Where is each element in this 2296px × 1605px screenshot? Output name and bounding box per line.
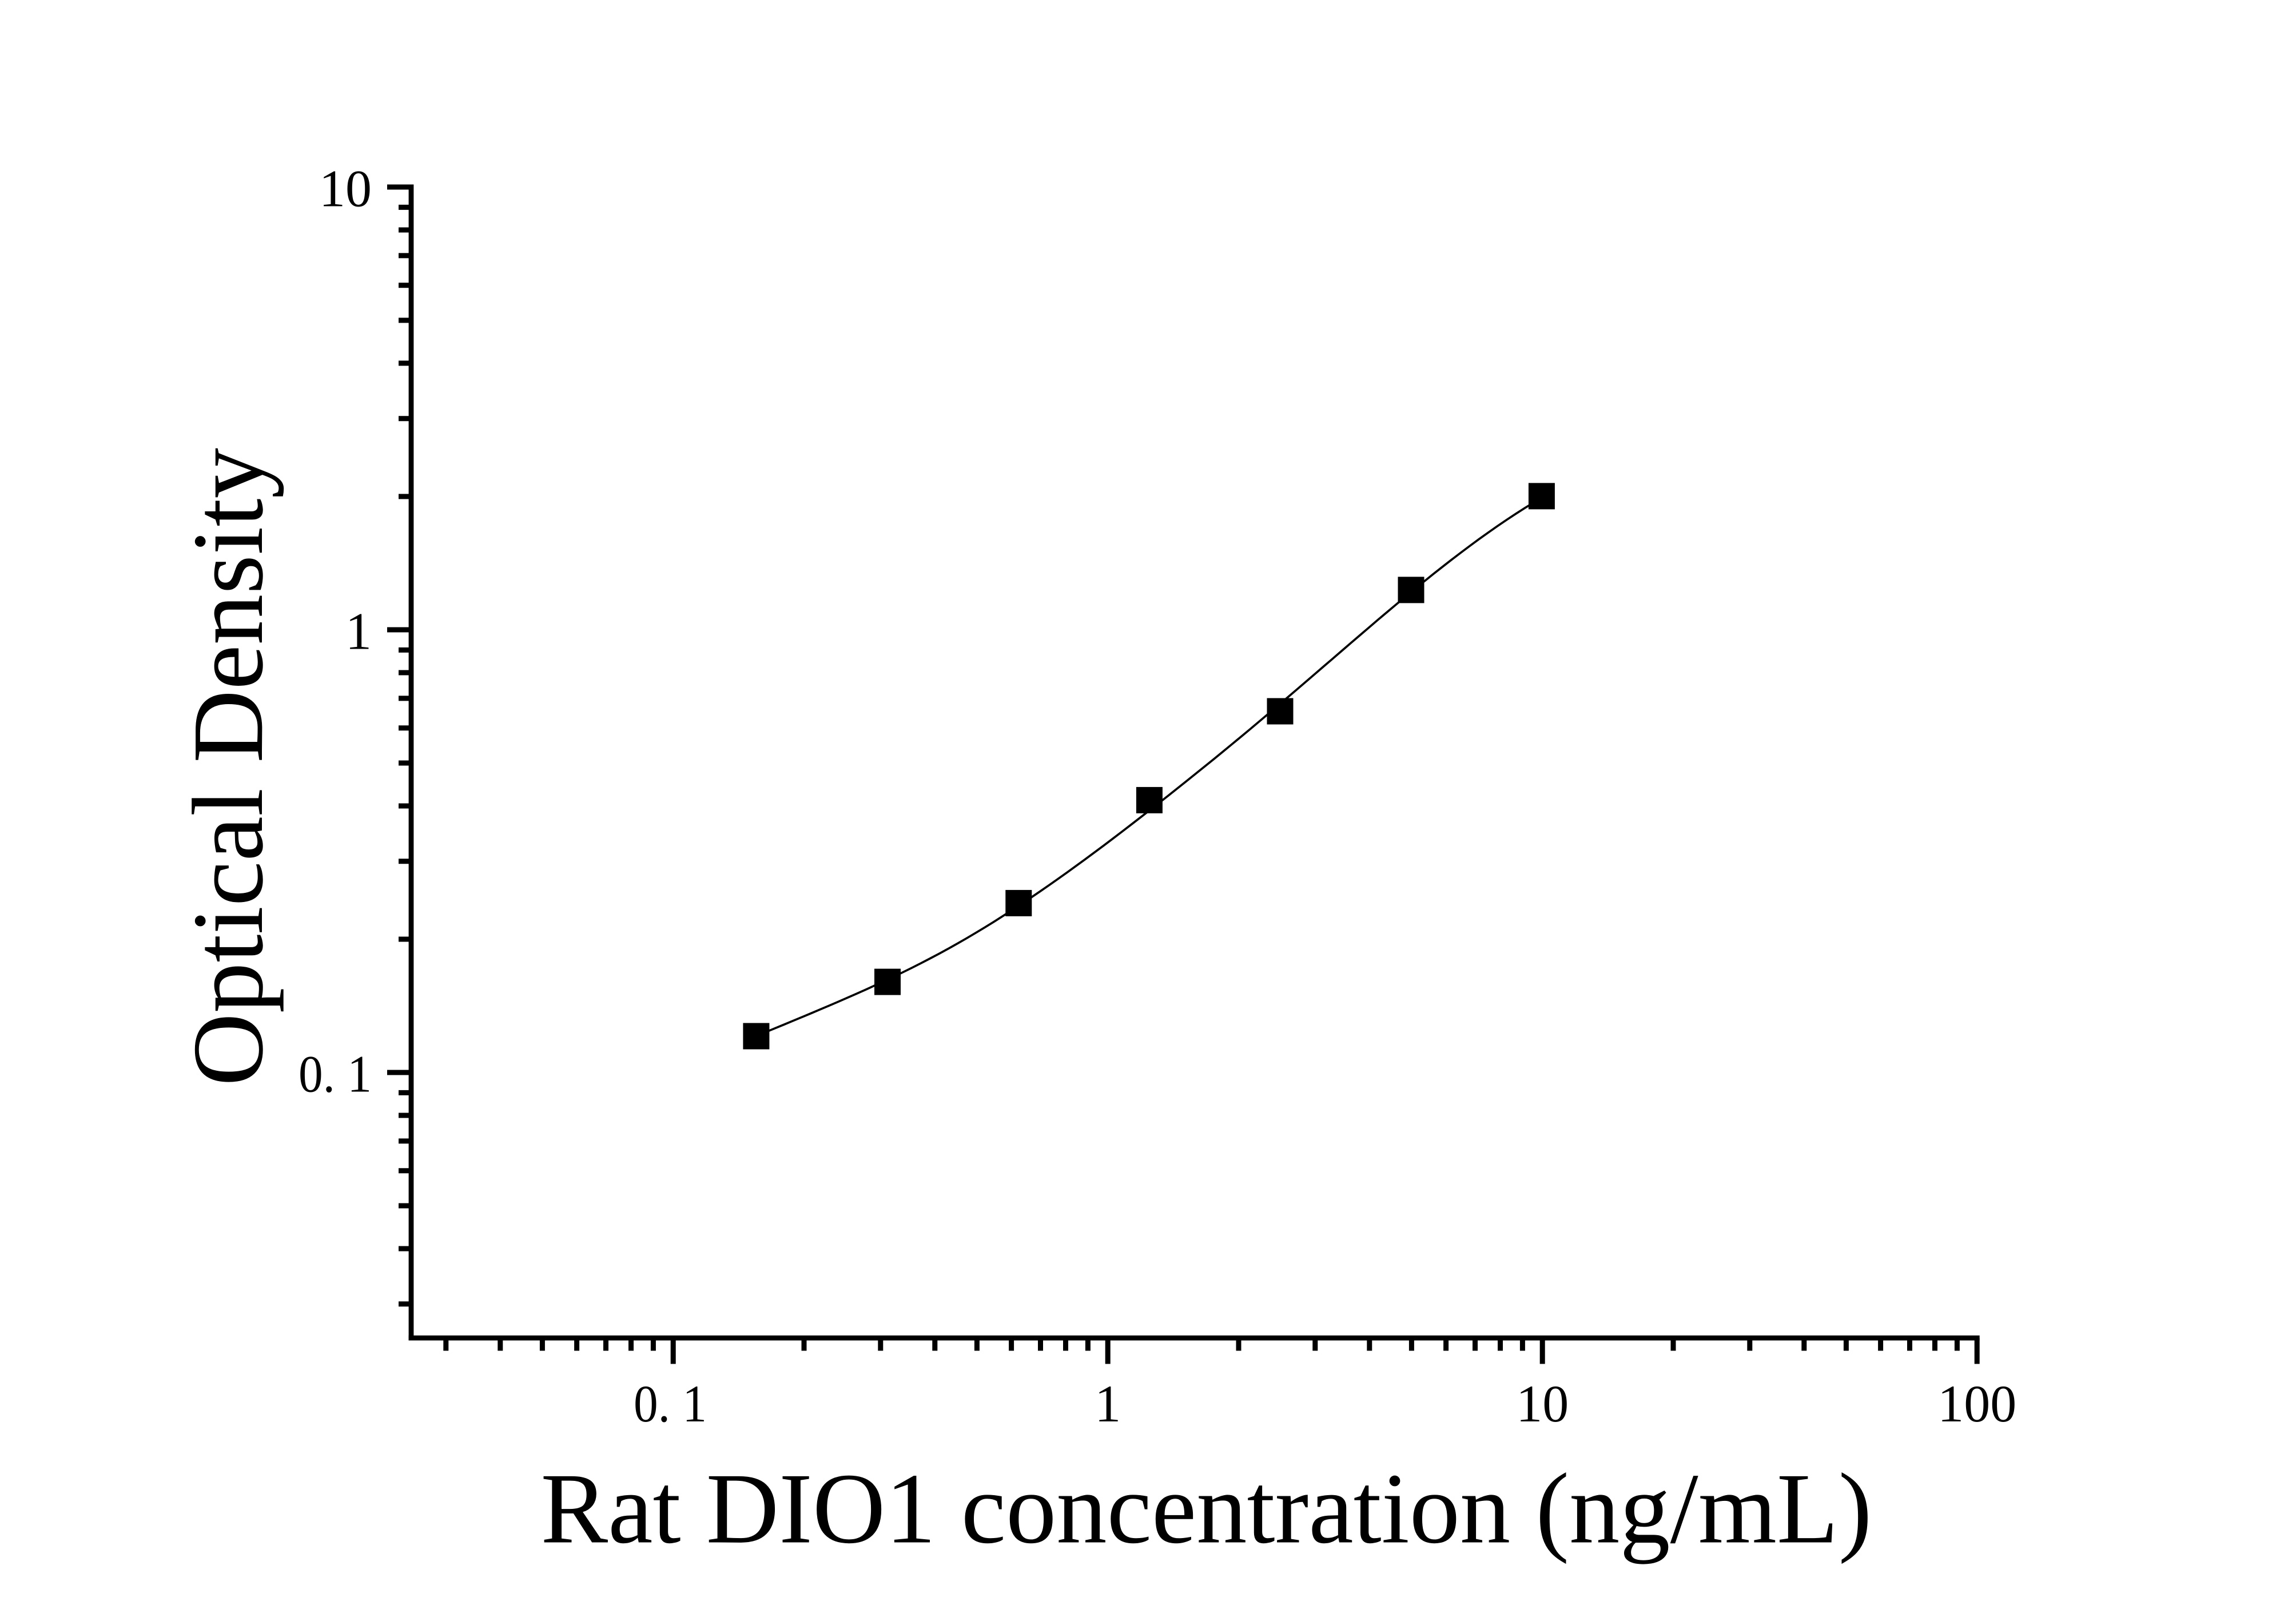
svg-text:1: 1 (1095, 1374, 1121, 1433)
svg-text:1: 1 (345, 602, 372, 661)
svg-text:10: 10 (319, 160, 372, 218)
svg-text:0. 1: 0. 1 (634, 1374, 707, 1433)
svg-text:10: 10 (1516, 1374, 1569, 1433)
svg-text:Rat DIO1 concentration (ng/mL): Rat DIO1 concentration (ng/mL) (540, 1453, 1872, 1565)
svg-text:100: 100 (1937, 1374, 2016, 1433)
svg-text:0. 1: 0. 1 (299, 1045, 372, 1103)
svg-text:Optical Density: Optical Density (172, 448, 284, 1086)
